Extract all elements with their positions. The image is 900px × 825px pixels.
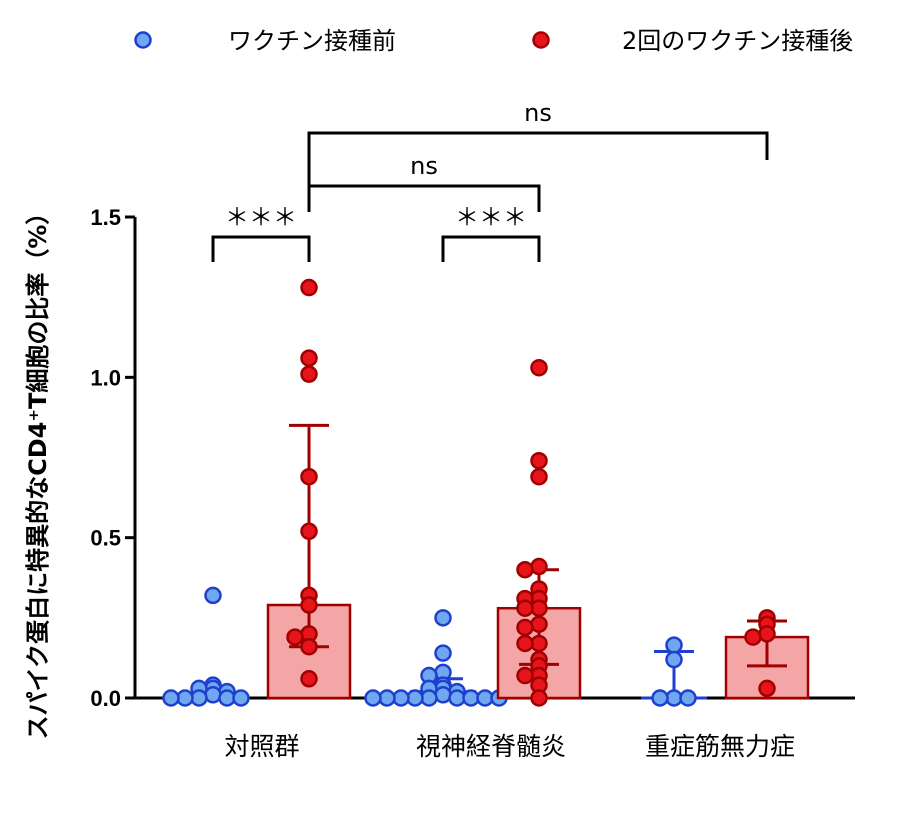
sig-control-vs-nmosd-label: ns xyxy=(410,152,438,180)
data-point-post xyxy=(300,522,318,541)
data-point-post xyxy=(530,451,548,470)
data-point-pre xyxy=(434,686,452,704)
sig-control-vs-nmosd-bracket xyxy=(307,184,541,212)
data-point-post xyxy=(516,599,534,617)
data-point-pre xyxy=(232,689,250,707)
data-point-post xyxy=(744,628,762,646)
data-point-post xyxy=(300,467,318,486)
data-point-post xyxy=(530,615,548,633)
sig-control-vs-mg-label: ns xyxy=(524,99,552,127)
data-point-post xyxy=(530,467,548,486)
sig-control-bracket xyxy=(211,235,311,262)
plot-area: 0.0 0.5 1.0 1.5 対照群 視神経脊髄炎 重症筋無力症 xyxy=(90,205,855,761)
sig-nmosd-bracket xyxy=(441,235,541,262)
data-point-post xyxy=(530,358,548,377)
x-tick-label: 視神経脊髄炎 xyxy=(416,732,566,761)
data-point-post xyxy=(758,679,776,698)
data-point-pre xyxy=(665,636,683,654)
data-point-post xyxy=(300,637,318,656)
legend-marker-post xyxy=(532,31,550,49)
data-point-pre xyxy=(204,586,222,605)
sig-control-vs-mg-bracket xyxy=(307,131,769,186)
data-point-post xyxy=(286,628,304,646)
data-point-pre xyxy=(651,689,669,707)
sig-control-label: ＊＊＊ xyxy=(225,203,297,231)
data-point-post xyxy=(300,596,318,614)
significance-annotations: ＊＊＊ ＊＊＊ ns ns xyxy=(211,99,769,262)
data-point-pre xyxy=(204,686,222,704)
y-tick-label: 0.0 xyxy=(90,686,121,711)
data-point-post xyxy=(758,625,776,643)
data-point-pre xyxy=(162,689,180,707)
sig-nmosd-label: ＊＊＊ xyxy=(455,203,527,231)
data-point-post xyxy=(516,634,534,653)
data-point-post xyxy=(300,349,318,367)
data-point-post xyxy=(530,557,548,576)
y-tick-label: 0.5 xyxy=(90,526,121,551)
data-point-post xyxy=(300,365,318,383)
legend-label-pre: ワクチン接種前 xyxy=(228,27,396,55)
legend-label-post: 2回のワクチン接種後 xyxy=(622,27,853,55)
data-point-post xyxy=(530,689,548,707)
legend: ワクチン接種前 2回のワクチン接種後 xyxy=(134,27,853,55)
y-axis-label: スパイク蛋白に特異的なCD4⁺T細胞の比率（%） xyxy=(24,201,52,740)
data-point-pre xyxy=(665,650,683,669)
legend-marker-pre xyxy=(134,31,152,49)
y-tick-label: 1.0 xyxy=(90,365,121,390)
data-point-pre xyxy=(434,644,452,662)
y-tick-label: 1.5 xyxy=(90,205,121,230)
x-tick-label: 重症筋無力症 xyxy=(645,732,795,761)
data-point-pre xyxy=(434,609,452,627)
data-point-pre xyxy=(679,689,697,707)
data-point-post xyxy=(516,666,534,685)
data-point-post xyxy=(300,278,318,297)
data-point-post xyxy=(300,670,318,688)
data-point-pre xyxy=(364,689,382,707)
x-tick-label: 対照群 xyxy=(224,732,299,761)
data-point-post xyxy=(516,618,534,637)
data-point-post xyxy=(516,560,534,579)
